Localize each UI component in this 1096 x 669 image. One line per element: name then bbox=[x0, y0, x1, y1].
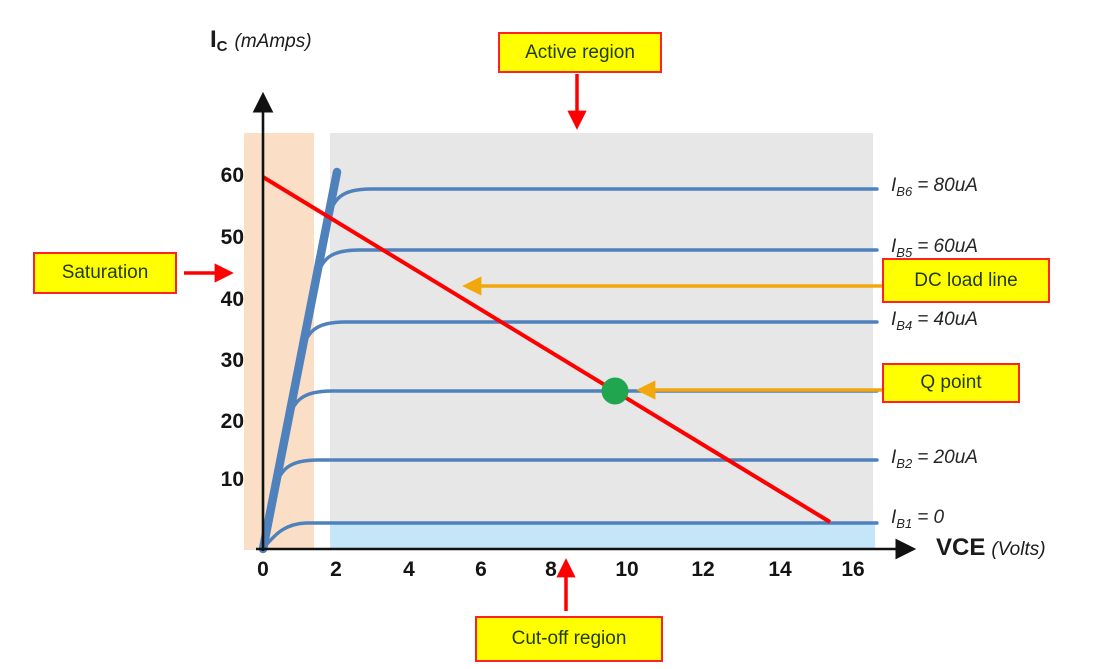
curve-label-ib2: IB2 = 20uA bbox=[891, 447, 978, 471]
q-point-dot bbox=[601, 377, 629, 405]
cutoff-region-band bbox=[330, 522, 875, 550]
x-axis-unit: (Volts) bbox=[991, 539, 1046, 560]
x-tick-6: 6 bbox=[475, 558, 487, 581]
y-axis-unit: (mAmps) bbox=[234, 31, 312, 52]
x-axis-title: VCE (Volts) bbox=[936, 534, 1046, 562]
active-region-band bbox=[330, 133, 873, 522]
dc-load-line bbox=[261, 175, 832, 524]
curve-label-ib5: IB5 = 60uA bbox=[891, 236, 978, 260]
y-tick-10: 10 bbox=[220, 468, 244, 491]
y-tick-50: 50 bbox=[220, 226, 244, 249]
curve-label-ib6: IB6 = 80uA bbox=[891, 175, 978, 199]
x-tick-14: 14 bbox=[768, 558, 792, 581]
y-axis-symbol: I bbox=[210, 26, 217, 53]
x-tick-12: 12 bbox=[691, 558, 715, 581]
cutoff-region-callout: Cut-off region bbox=[475, 616, 663, 662]
curve-label-ib1: IB1 = 0 bbox=[891, 507, 945, 531]
y-tick-60: 60 bbox=[220, 164, 244, 187]
y-axis-title: IC (mAmps) bbox=[210, 26, 312, 55]
y-tick-30: 30 bbox=[220, 349, 244, 372]
x-tick-8: 8 bbox=[545, 558, 557, 581]
curve-label-ib4: IB4 = 40uA bbox=[891, 309, 978, 333]
x-tick-10: 10 bbox=[615, 558, 639, 581]
x-tick-16: 16 bbox=[841, 558, 865, 581]
x-tick-2: 2 bbox=[330, 558, 342, 581]
active-region-callout: Active region bbox=[498, 32, 662, 73]
q-point-callout: Q point bbox=[882, 363, 1020, 403]
x-tick-0: 0 bbox=[257, 558, 269, 581]
y-tick-40: 40 bbox=[220, 288, 244, 311]
saturation-callout: Saturation bbox=[33, 252, 177, 294]
dc-load-line-callout: DC load line bbox=[882, 258, 1050, 303]
x-tick-4: 4 bbox=[403, 558, 415, 581]
saturation-line bbox=[258, 167, 342, 554]
x-axis-symbol: VCE bbox=[936, 534, 986, 561]
y-axis-subscript: C bbox=[216, 38, 228, 56]
y-tick-20: 20 bbox=[220, 410, 244, 433]
